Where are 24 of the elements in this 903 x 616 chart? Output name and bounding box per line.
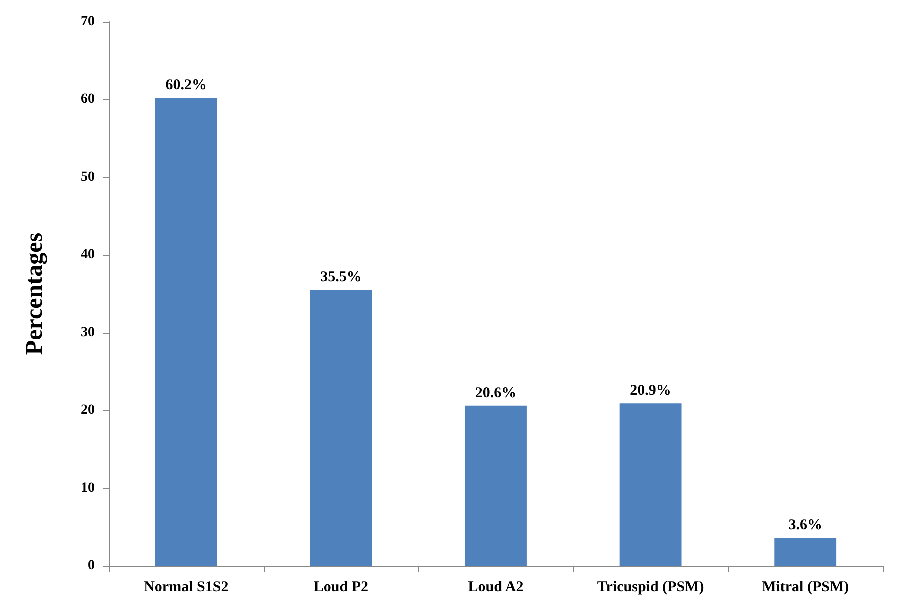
data-label: 20.6% [475,385,517,402]
y-tick-label: 20 [81,403,95,418]
bar [155,98,218,566]
bar [620,404,682,566]
x-tick-label: Mitral (PSM) [762,580,850,596]
bar [774,538,837,566]
y-tick-label: 30 [81,325,95,340]
y-tick-label: 60 [81,92,95,108]
data-label: 3.6% [788,518,822,534]
data-label: 35.5% [320,270,362,286]
y-tick-label: 0 [88,558,95,574]
y-tick-label: 70 [81,14,95,30]
y-tick-label: 50 [81,170,95,185]
x-tick-label: Loud A2 [468,580,524,596]
y-tick-label: 10 [81,480,95,496]
data-label: 20.9% [630,383,672,400]
bar [310,290,372,566]
y-axis-title: Percentages [22,232,48,356]
x-tick-label: Normal S1S2 [144,580,229,596]
x-tick-label: Tricuspid (PSM) [597,580,704,596]
y-tick-label: 40 [81,248,95,263]
bar [465,406,527,566]
x-tick-label: Loud P2 [314,580,369,596]
data-label: 60.2% [166,78,208,94]
